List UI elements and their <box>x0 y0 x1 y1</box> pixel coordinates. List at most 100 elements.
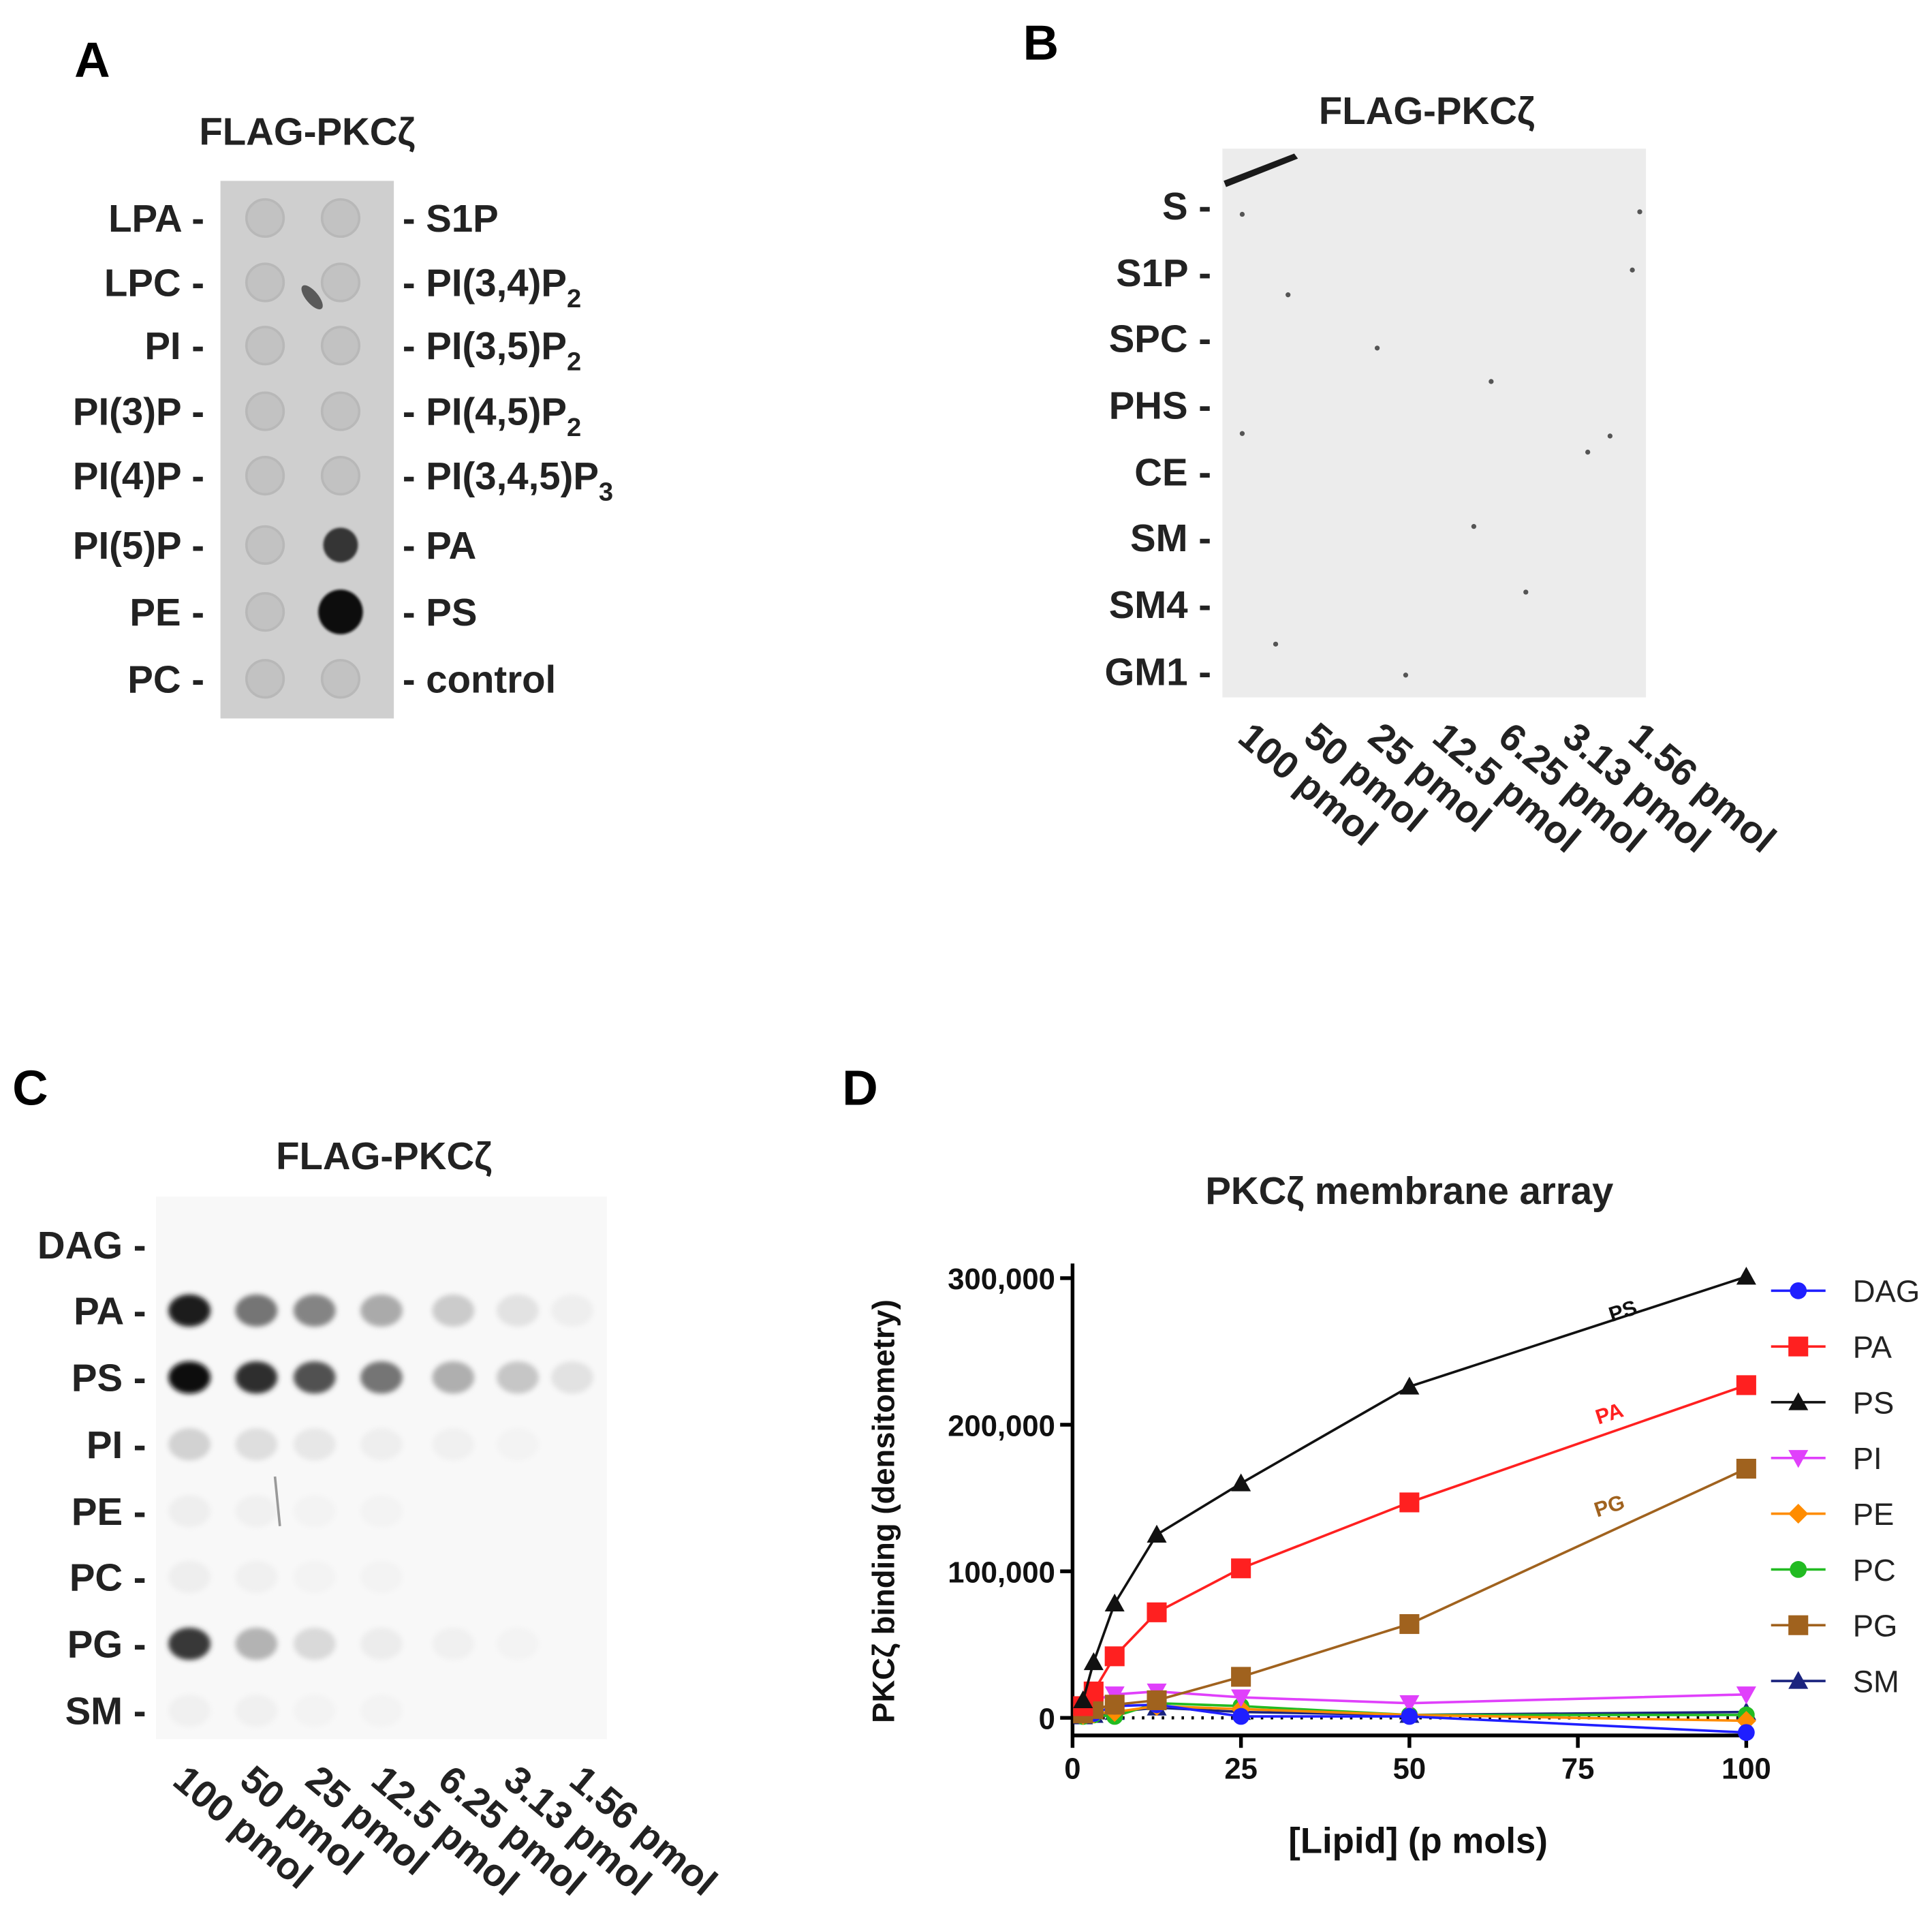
data-point-dag <box>1738 1724 1755 1742</box>
row-label: SM - <box>65 1690 146 1733</box>
x-tick-label: 25 <box>1224 1753 1258 1786</box>
row-label: SM - <box>1130 516 1211 559</box>
dust-mark <box>1374 345 1380 351</box>
dust-mark <box>1403 673 1409 678</box>
chart-x-label: [Lipid] (p mols) <box>1288 1821 1548 1861</box>
row-label-text: - PI(3,5)P <box>403 324 567 367</box>
lipid-spot-right <box>320 456 361 496</box>
panel-c-spots <box>168 1294 593 1727</box>
panel-b-membrane <box>1222 149 1647 698</box>
row-label: DAG - <box>37 1224 146 1267</box>
panel-c-title: FLAG-PKCζ <box>276 1134 492 1177</box>
lipid-spot <box>360 1495 403 1528</box>
data-point-pg <box>1736 1458 1756 1479</box>
x-tick-label: 100 <box>1721 1753 1771 1786</box>
data-point-pi <box>1231 1689 1251 1708</box>
y-tick-label: 200,000 <box>948 1410 1055 1442</box>
row-label: CE - <box>1134 451 1211 494</box>
dust-mark <box>1607 433 1613 439</box>
dust-mark <box>1239 431 1245 436</box>
lipid-spot <box>497 1294 539 1327</box>
chart-axes: 0 25 50 75 100 0 100,000 200,000 300,000 <box>948 1263 1771 1785</box>
lipid-spot <box>497 1428 539 1461</box>
panel-b: B FLAG-PKCζ S - S1P - SPC - PHS - CE - SM - SM… <box>1023 15 1784 861</box>
lipid-spot <box>293 1495 336 1528</box>
legend-label: PI <box>1853 1441 1882 1476</box>
smudge-mark <box>301 285 323 310</box>
lipid-spot <box>168 1294 211 1327</box>
panel-a-title: FLAG-PKCζ <box>199 110 415 153</box>
panel-c: C FLAG-PKCζ DAG - PA - PS - PI - PE - PC - PG … <box>12 1061 725 1904</box>
panel-b-row-labels: S - S1P - SPC - PHS - CE - SM - SM4 - GM1 - <box>1104 185 1211 694</box>
lipid-spot <box>432 1627 475 1660</box>
dust-mark <box>1523 589 1529 595</box>
lipid-spot <box>497 1627 539 1660</box>
legend-label: DAG <box>1853 1274 1920 1309</box>
x-tick-label: 0 <box>1064 1753 1080 1786</box>
data-point-pi <box>1399 1695 1420 1714</box>
data-point-pa <box>1399 1492 1420 1513</box>
panel-a: A FLAG-PKCζ LPA - LPC - PI - PI(3)P - PI(4)P… <box>73 33 613 719</box>
row-label: PS - <box>72 1357 146 1400</box>
panel-b-edge-mark <box>1224 153 1298 187</box>
x-tick-label: 75 <box>1561 1753 1595 1786</box>
lipid-spot <box>293 1361 336 1394</box>
row-label: - PS <box>403 591 478 634</box>
dust-mark <box>1239 211 1245 217</box>
series-line-pa <box>1082 1384 1747 1708</box>
lipid-spot-right <box>323 527 358 563</box>
legend-marker <box>1788 1336 1809 1357</box>
dust-mark <box>1637 209 1642 215</box>
data-point-dag <box>1401 1708 1418 1725</box>
lipid-spot <box>235 1560 278 1593</box>
row-label: PG - <box>67 1622 146 1665</box>
y-tick-label: 100,000 <box>948 1556 1055 1589</box>
data-point-ps <box>1104 1593 1125 1612</box>
lipid-spot <box>235 1361 278 1394</box>
data-point-ps <box>1231 1473 1251 1492</box>
lipid-spot <box>432 1428 475 1461</box>
panel-letter-d: D <box>842 1061 878 1116</box>
annotation-label: PG <box>1591 1490 1627 1522</box>
lipid-spot <box>293 1695 336 1727</box>
lipid-spot-left <box>245 525 285 566</box>
row-label: PC - <box>127 658 204 700</box>
lipid-spot-left <box>245 262 285 303</box>
row-label: PI - <box>144 324 204 367</box>
lipid-spot <box>551 1294 593 1327</box>
data-point-dag <box>1232 1708 1249 1725</box>
panel-d: D PKCζ membrane array 0 25 50 75 100 0 100,000… <box>842 1061 1920 1861</box>
legend-marker <box>1788 1671 1809 1689</box>
panel-a-left-labels: LPA - LPC - PI - PI(3)P - PI(4)P - PI(5)P - PE… <box>73 197 204 700</box>
legend-label: PE <box>1853 1497 1895 1532</box>
data-point-pg <box>1104 1695 1125 1715</box>
lipid-spot <box>168 1495 211 1528</box>
data-point-pi <box>1736 1686 1756 1705</box>
row-label: SM4 - <box>1109 583 1211 626</box>
lipid-spot-left <box>245 456 285 496</box>
data-point-ps <box>1147 1524 1167 1543</box>
lipid-spot <box>293 1294 336 1327</box>
panel-a-membrane <box>220 181 394 719</box>
data-point-pa <box>1231 1558 1251 1579</box>
row-label-text: - PI(4,5)P <box>403 390 567 433</box>
lipid-spot <box>235 1695 278 1727</box>
legend-label: PA <box>1853 1330 1892 1365</box>
lipid-spot-right <box>318 589 363 634</box>
lipid-spot <box>235 1428 278 1461</box>
row-label: PE - <box>129 591 204 634</box>
dust-mark <box>1273 641 1279 647</box>
row-label: - S1P <box>403 197 499 240</box>
row-label: PI - <box>87 1423 146 1466</box>
lipid-spot <box>168 1627 211 1660</box>
series-pa <box>1073 1375 1756 1716</box>
lipid-spot <box>293 1428 336 1461</box>
lipid-spot <box>360 1695 403 1727</box>
row-label: - PA <box>403 524 477 567</box>
row-label: PHS - <box>1109 384 1211 427</box>
row-label: - PI(3,4,5)P3 <box>403 454 613 506</box>
lipid-spot-right <box>320 198 361 238</box>
